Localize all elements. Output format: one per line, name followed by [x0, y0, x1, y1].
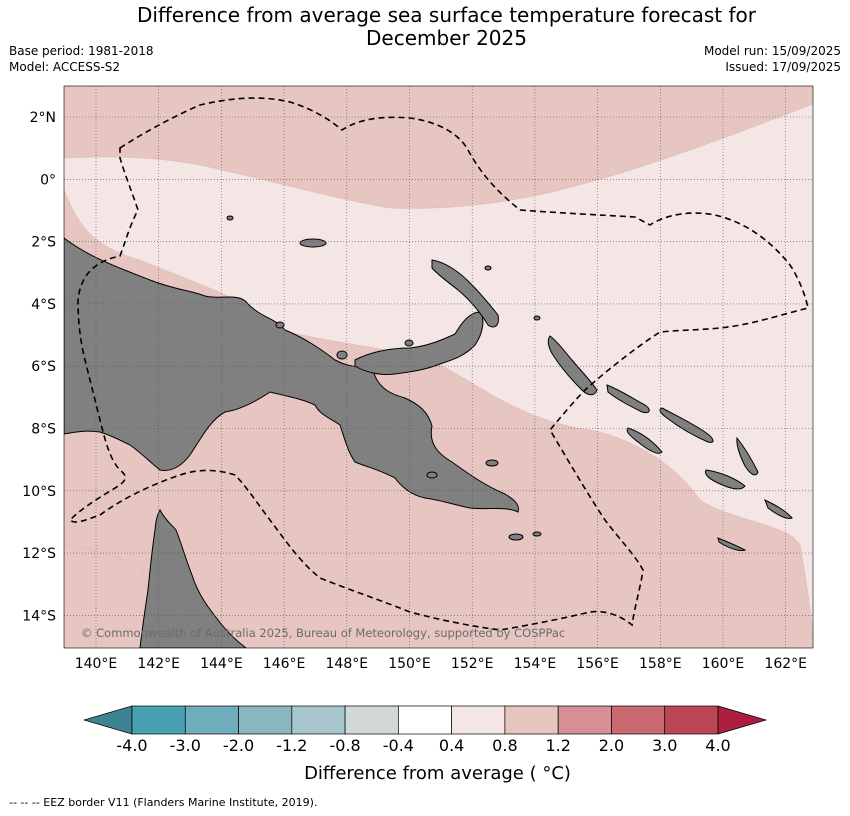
map-frame	[63, 85, 814, 649]
small-island	[484, 265, 492, 271]
longitude-label: 156°E	[576, 656, 619, 672]
longitude-label: 154°E	[514, 656, 557, 672]
colorbar-tick-label: -3.0	[170, 736, 201, 755]
colorbar-tick-label: 0.4	[439, 736, 464, 755]
land-solomon-islands	[764, 498, 793, 519]
longitude-labels: 140°E 142°E 144°E 146°E 148°E 150°E 152°E 154°E…	[75, 656, 807, 672]
colorbar-segment	[238, 705, 293, 735]
colorbar-tick-label: 0.8	[492, 736, 517, 755]
latitude-labels: 2°N 0° 2°S 4°S 6°S 8°S 10°S 12°S 14°S	[22, 110, 56, 624]
latitude-label: 8°S	[31, 422, 56, 438]
small-island	[533, 315, 541, 321]
land-solomon-islands	[606, 384, 650, 413]
longitude-label: 160°E	[702, 656, 745, 672]
latitude-label: 12°S	[22, 546, 56, 562]
latitude-label: 0°	[40, 172, 56, 188]
colorbar-tick-label: 2.0	[599, 736, 624, 755]
graticule	[64, 86, 813, 648]
colorbar-segment	[344, 705, 399, 735]
longitude-label: 146°E	[263, 656, 306, 672]
map-plot-area	[64, 86, 813, 648]
colorbar-tick-label: -0.8	[329, 736, 360, 755]
land-solomon-islands	[659, 407, 714, 443]
land-bougainville	[547, 335, 598, 396]
meta-right: Model run: 15/09/2025 Issued: 17/09/2025	[704, 43, 841, 75]
longitude-label: 142°E	[137, 656, 180, 672]
colorbar-extend-high	[717, 705, 768, 735]
longitude-label: 148°E	[326, 656, 369, 672]
page-title: Difference from average sea surface temp…	[0, 4, 850, 50]
latitude-label: 6°S	[31, 359, 56, 375]
latitude-label: 2°N	[30, 110, 56, 126]
land-solomon-islands	[705, 469, 746, 490]
colorbar-segment	[184, 705, 239, 735]
small-island	[508, 533, 524, 541]
colorbar-segment	[611, 705, 666, 735]
land-solomon-islands	[626, 427, 663, 454]
land-new-guinea	[64, 237, 519, 513]
colorbar-tick-label: 3.0	[652, 736, 677, 755]
colorbar-tick-label: -2.0	[223, 736, 254, 755]
longitude-label: 140°E	[75, 656, 118, 672]
colorbar-segment	[398, 705, 452, 735]
issued-text: Issued: 17/09/2025	[725, 60, 841, 74]
latitude-label: 10°S	[22, 484, 56, 500]
colorbar-tick-label: -4.0	[116, 736, 147, 755]
longitude-label: 162°E	[764, 656, 807, 672]
latitude-label: 2°S	[31, 235, 56, 251]
land-solomon-islands	[736, 436, 759, 476]
longitude-label: 152°E	[451, 656, 494, 672]
eez-border	[68, 97, 809, 631]
model-run-text: Model run: 15/09/2025	[703, 44, 841, 58]
copyright-text: © Commonwealth of Australia 2025, Bureau…	[81, 626, 565, 640]
title-line-2: December 2025	[366, 26, 527, 50]
small-island	[226, 215, 234, 221]
colorbar-segment	[557, 705, 612, 735]
colorbar-tick-label: -1.2	[276, 736, 307, 755]
land-cape-york	[139, 508, 247, 648]
small-island	[299, 238, 327, 248]
land-solomon-islands	[717, 537, 747, 551]
colorbar-segment	[664, 705, 719, 735]
small-island	[532, 531, 542, 537]
latitude-label: 4°S	[31, 297, 56, 313]
model-text: Model: ACCESS-S2	[9, 60, 121, 74]
longitude-label: 158°E	[639, 656, 682, 672]
small-island	[426, 471, 438, 479]
small-island	[275, 321, 285, 329]
colorbar-segment	[291, 705, 346, 735]
colorbar: -4.0 -3.0 -2.0 -1.2 -0.8 -0.4 0.4 0.8 1.2 2.0 3.0 4…	[82, 705, 768, 755]
land-new-britain	[354, 311, 484, 375]
small-island	[336, 350, 348, 360]
anomaly-band-north	[64, 86, 813, 209]
colorbar-tick-label: -0.4	[383, 736, 414, 755]
colorbar-segment	[451, 705, 506, 735]
meta-left: Base period: 1981-2018 Model: ACCESS-S2	[9, 43, 154, 75]
eez-footnote: -- -- -- EEZ border V11 (Flanders Marine…	[9, 796, 318, 809]
small-island	[485, 459, 499, 467]
colorbar-extend-low	[82, 705, 133, 735]
colorbar-tick-label: 1.2	[545, 736, 570, 755]
anomaly-band-south	[64, 189, 813, 648]
longitude-label: 150°E	[388, 656, 431, 672]
title-line-1: Difference from average sea surface temp…	[136, 3, 756, 27]
base-period-text: Base period: 1981-2018	[9, 44, 154, 58]
land-new-ireland	[431, 259, 499, 328]
colorbar-segment	[504, 705, 559, 735]
small-island	[404, 339, 414, 347]
colorbar-segment	[131, 705, 186, 735]
longitude-label: 144°E	[200, 656, 243, 672]
colorbar-tick-label: 4.0	[705, 736, 730, 755]
colorbar-label: Difference from average ( °C)	[304, 763, 571, 784]
latitude-label: 14°S	[22, 608, 56, 624]
